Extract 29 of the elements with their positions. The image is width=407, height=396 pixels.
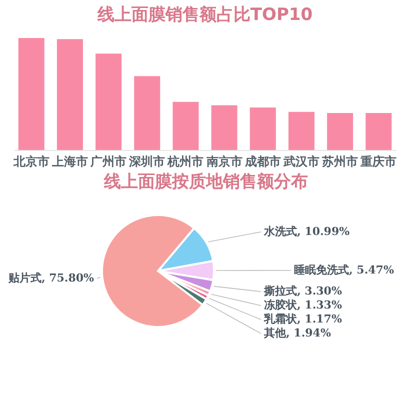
bar xyxy=(288,112,314,150)
x-tick-label: 杭州市 xyxy=(166,154,204,168)
bar xyxy=(327,113,354,150)
bar xyxy=(366,113,392,150)
slice-label: 撕拉式, 3.30% xyxy=(263,284,342,298)
x-tick-label: 苏州市 xyxy=(321,154,358,168)
x-tick-label: 深圳市 xyxy=(128,154,166,168)
bar xyxy=(96,54,122,150)
bar xyxy=(134,76,160,150)
x-tick-label: 北京市 xyxy=(12,154,50,168)
bar xyxy=(56,39,83,150)
slice-label: 其他, 1.94% xyxy=(263,326,332,340)
bar xyxy=(250,107,276,150)
slice-label: 贴片式, 75.80% xyxy=(7,271,95,284)
bar xyxy=(172,102,199,150)
x-tick-label: 武汉市 xyxy=(282,154,320,168)
slice-label: 睡眠免洗式, 5.47% xyxy=(294,263,394,276)
x-tick-label: 广州市 xyxy=(90,154,127,168)
x-tick-label: 南京市 xyxy=(205,154,242,168)
chart-title: 线上面膜按质地销售额分布 xyxy=(103,172,308,192)
x-tick-label: 重庆市 xyxy=(360,154,397,168)
slice-label: 水洗式, 10.99% xyxy=(263,224,350,238)
chart-title: 线上面膜销售额占比TOP10 xyxy=(96,5,313,25)
slice-label: 乳霜状, 1.17% xyxy=(263,312,342,326)
x-tick-label: 成都市 xyxy=(244,154,281,168)
x-tick-label: 上海市 xyxy=(50,154,88,168)
slice-label: 冻胶状, 1.33% xyxy=(264,298,342,312)
bar xyxy=(211,105,238,150)
bar xyxy=(18,38,44,150)
